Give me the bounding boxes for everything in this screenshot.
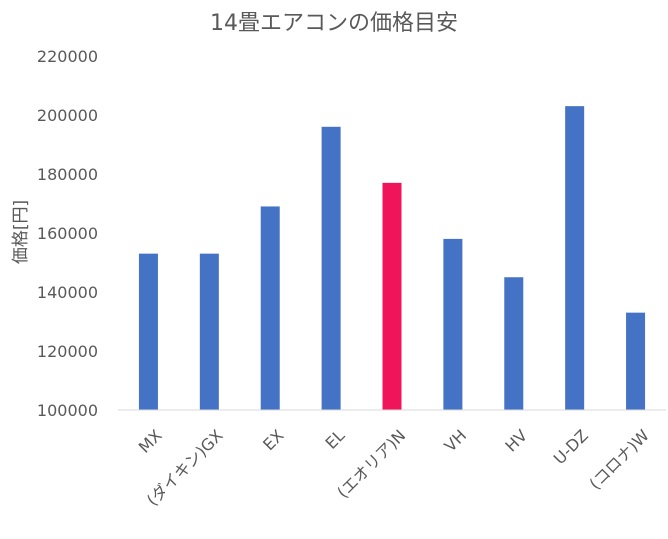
x-tick-label: EX (259, 426, 287, 454)
x-tick-label: (コロナ)W (585, 426, 653, 494)
bar (199, 253, 219, 410)
x-tick-label: VH (441, 426, 471, 456)
y-tick-label: 100000 (37, 401, 98, 420)
x-tick-label: MX (135, 426, 166, 457)
y-tick-label: 120000 (37, 342, 98, 361)
x-tick-label: U-DZ (550, 426, 592, 468)
chart-title: 14畳エアコンの価格目安 (210, 11, 458, 36)
bar (321, 126, 341, 411)
x-axis-labels: MX(ダイキン)GX EX EL(エオリア)N VH HV U-DZ(コロナ)W (135, 426, 653, 510)
y-tick-label: 200000 (37, 106, 98, 125)
y-axis-ticks: 100000 120000 140000 160000 180000 200000 2200… (37, 47, 98, 420)
x-tick-label: EL (322, 426, 349, 453)
x-tick-label: HV (501, 426, 531, 456)
y-tick-label: 160000 (37, 224, 98, 243)
bar (504, 277, 524, 410)
y-tick-label: 180000 (37, 165, 98, 184)
bar (382, 182, 402, 410)
y-tick-label: 220000 (37, 47, 98, 66)
y-tick-label: 140000 (37, 283, 98, 302)
bar (626, 312, 646, 410)
bar (260, 206, 280, 410)
bar (565, 106, 585, 411)
bar (443, 238, 463, 410)
bar (138, 253, 158, 410)
bars-group (138, 106, 646, 411)
y-axis-title: 価格[円] (11, 200, 31, 264)
